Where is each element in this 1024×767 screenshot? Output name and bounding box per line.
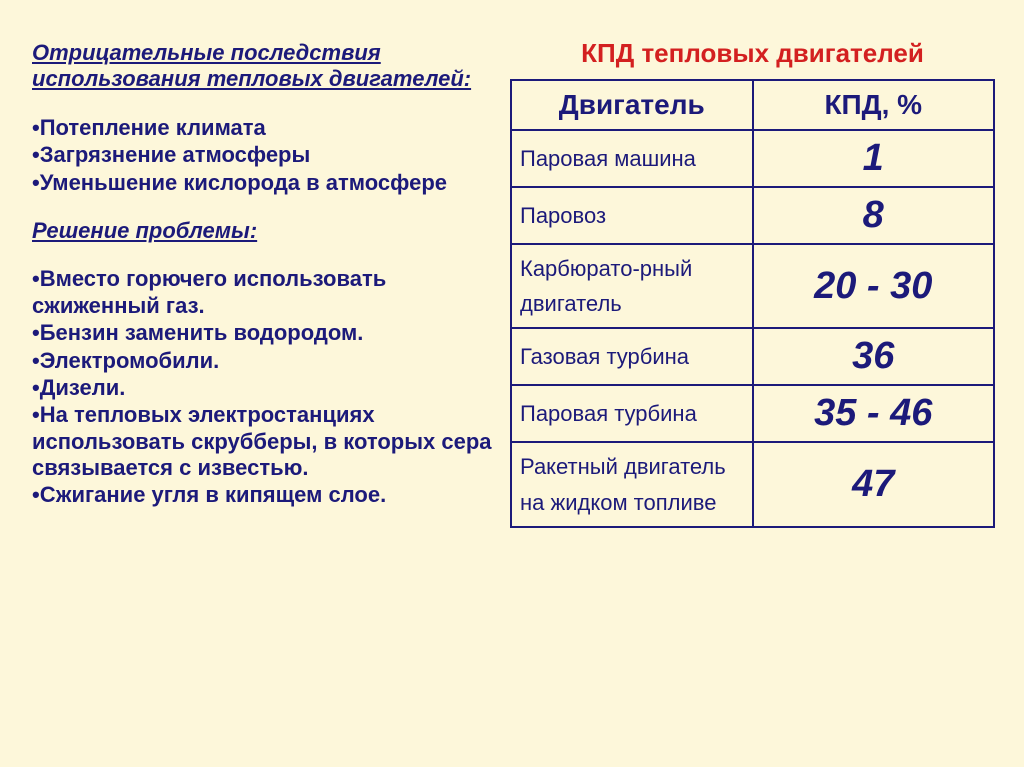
table-row: Паровая машина 1 xyxy=(511,130,994,187)
engine-efficiency: 36 xyxy=(753,328,995,385)
list-item: •Электромобили. xyxy=(32,348,492,374)
list-item: •Бензин заменить водородом. xyxy=(32,320,492,346)
engine-efficiency: 35 - 46 xyxy=(753,385,995,442)
table-row: Паровая турбина 35 - 46 xyxy=(511,385,994,442)
efficiency-table: Двигатель КПД, % Паровая машина 1 Парово… xyxy=(510,79,995,528)
list-item: •Потепление климата xyxy=(32,115,492,141)
engine-name: Паровая турбина xyxy=(511,385,753,442)
neg-consequences-list: •Потепление климата •Загрязнение атмосфе… xyxy=(32,115,492,196)
list-item: •Дизели. xyxy=(32,375,492,401)
left-column: Отрицательные последствия использования … xyxy=(32,40,492,531)
list-item: •Загрязнение атмосферы xyxy=(32,142,492,168)
engine-name: Паровоз xyxy=(511,187,753,244)
table-row: Газовая турбина 36 xyxy=(511,328,994,385)
table-row: Ракетный двигатель на жидком топливе 47 xyxy=(511,442,994,526)
engine-efficiency: 47 xyxy=(753,442,995,526)
col-efficiency: КПД, % xyxy=(753,80,995,130)
engine-name: Паровая машина xyxy=(511,130,753,187)
list-item: •Уменьшение кислорода в атмосфере xyxy=(32,170,492,196)
solution-heading: Решение проблемы: xyxy=(32,218,492,244)
neg-consequences-heading: Отрицательные последствия использования … xyxy=(32,40,492,93)
list-item: •На тепловых электростанциях использоват… xyxy=(32,402,492,481)
engine-name: Карбюрато-рный двигатель xyxy=(511,244,753,328)
table-title: КПД тепловых двигателей xyxy=(510,38,995,69)
right-column: КПД тепловых двигателей Двигатель КПД, %… xyxy=(510,38,995,528)
list-item: •Сжигание угля в кипящем слое. xyxy=(32,482,492,508)
engine-name: Газовая турбина xyxy=(511,328,753,385)
table-row: Паровоз 8 xyxy=(511,187,994,244)
table-header-row: Двигатель КПД, % xyxy=(511,80,994,130)
engine-efficiency: 8 xyxy=(753,187,995,244)
list-item: •Вместо горючего использовать сжиженный … xyxy=(32,266,492,319)
solution-list: •Вместо горючего использовать сжиженный … xyxy=(32,266,492,509)
engine-efficiency: 1 xyxy=(753,130,995,187)
table-row: Карбюрато-рный двигатель 20 - 30 xyxy=(511,244,994,328)
engine-efficiency: 20 - 30 xyxy=(753,244,995,328)
engine-name: Ракетный двигатель на жидком топливе xyxy=(511,442,753,526)
col-engine: Двигатель xyxy=(511,80,753,130)
